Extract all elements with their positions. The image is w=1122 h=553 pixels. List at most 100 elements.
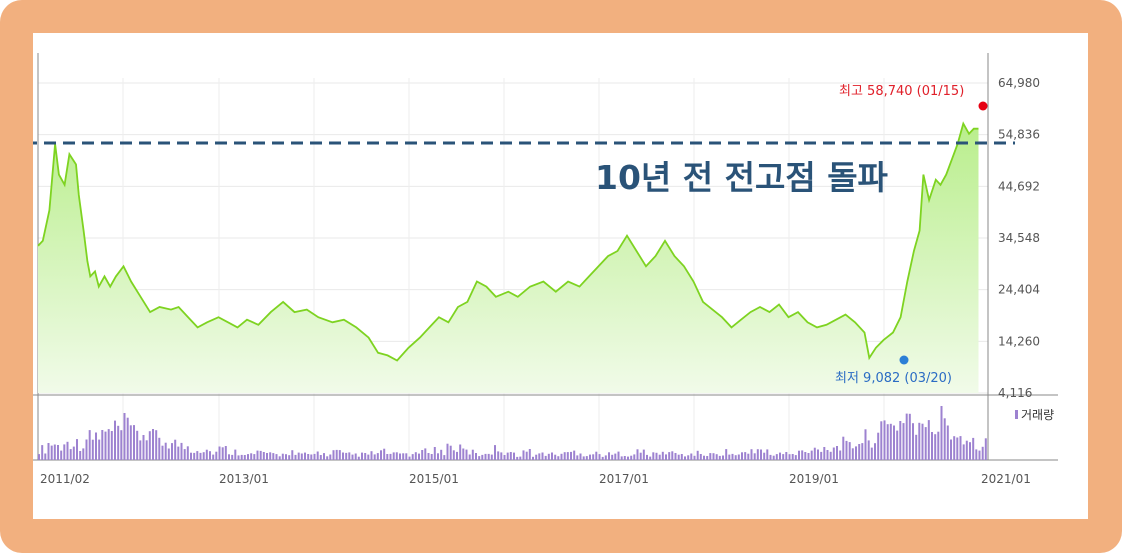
volume-bar xyxy=(525,451,528,460)
volume-bar xyxy=(915,434,918,460)
volume-bar xyxy=(364,453,367,460)
volume-bar xyxy=(978,450,981,460)
volume-bar xyxy=(351,454,354,460)
volume-bar xyxy=(478,456,481,460)
volume-bar xyxy=(611,454,614,460)
volume-bar xyxy=(167,448,170,460)
volume-bar xyxy=(912,423,914,460)
y-tick-label: 64,980 xyxy=(998,76,1040,90)
volume-bar xyxy=(117,425,120,460)
volume-bar xyxy=(256,450,259,460)
volume-bar xyxy=(155,430,158,460)
volume-bar xyxy=(899,421,902,460)
volume-bar xyxy=(142,435,145,460)
volume-bar xyxy=(110,431,113,460)
volume-bar xyxy=(547,453,550,460)
volume-bar xyxy=(503,455,506,460)
volume-bar xyxy=(82,448,85,460)
volume-bar xyxy=(323,453,325,460)
volume-bar xyxy=(753,453,756,460)
volume-bar xyxy=(484,453,487,460)
volume-bar xyxy=(326,456,329,460)
volume-bar xyxy=(240,454,243,460)
volume-bar xyxy=(307,454,310,460)
volume-bar xyxy=(931,432,933,460)
volume-bar xyxy=(215,451,218,460)
volume-bar xyxy=(782,454,785,460)
volume-bar xyxy=(630,455,633,460)
volume-bar xyxy=(604,455,607,460)
volume-bar xyxy=(411,454,414,460)
volume-bar xyxy=(772,455,775,460)
volume-bar xyxy=(775,454,778,460)
volume-bar xyxy=(443,455,446,460)
volume-bar xyxy=(760,449,762,460)
low-annotation: 최저 9,082 (03/20) xyxy=(835,371,952,386)
volume-bar xyxy=(386,454,389,460)
volume-bar xyxy=(380,450,382,460)
volume-bar xyxy=(823,447,826,460)
volume-bar xyxy=(243,455,246,460)
volume-bar xyxy=(969,442,971,460)
low-point-dot xyxy=(899,355,909,365)
volume-bar xyxy=(212,454,215,460)
volume-bar xyxy=(427,453,430,460)
x-tick-label: 2017/01 xyxy=(599,472,649,486)
volume-bar xyxy=(281,453,284,460)
volume-bar xyxy=(554,454,557,460)
volume-bar xyxy=(570,451,572,460)
volume-bar xyxy=(291,450,294,460)
volume-bar xyxy=(886,424,889,460)
volume-bar xyxy=(972,437,975,460)
volume-bar xyxy=(608,452,610,460)
volume-bar xyxy=(367,454,370,460)
volume-bar xyxy=(237,455,240,460)
volume-bar xyxy=(864,429,867,460)
volume-bar xyxy=(456,451,458,460)
volume-bar xyxy=(633,454,636,460)
volume-bar xyxy=(205,449,208,460)
volume-bar xyxy=(221,447,224,460)
volume-bar xyxy=(202,452,205,460)
volume-bar xyxy=(294,454,297,460)
volume-bar xyxy=(139,440,142,460)
volume-bar xyxy=(747,453,750,460)
volume-bar xyxy=(639,452,642,460)
volume-bar xyxy=(57,445,59,460)
volume-bar xyxy=(649,456,652,460)
volume-bar xyxy=(66,441,69,460)
volume-bar xyxy=(475,453,477,460)
volume-bar xyxy=(519,456,522,460)
volume-bar xyxy=(395,452,398,460)
volume-bar xyxy=(756,449,759,460)
y-tick-label: 14,260 xyxy=(998,334,1040,348)
y-tick-label: 44,692 xyxy=(998,179,1040,193)
volume-bar xyxy=(779,452,781,460)
volume-bar xyxy=(300,453,303,460)
volume-bar xyxy=(114,420,116,460)
volume-bar xyxy=(680,454,683,460)
volume-bar xyxy=(820,451,823,460)
volume-bar xyxy=(905,413,908,460)
volume-bar xyxy=(845,440,848,460)
chart-panel: 64,980 54,836 44,692 34,548 24,404 14,260 4,11… xyxy=(33,33,1088,519)
volume-bar xyxy=(715,454,718,460)
volume-bar xyxy=(785,452,788,460)
volume-legend-swatch xyxy=(1015,410,1018,419)
volume-bar xyxy=(896,430,899,460)
volume-bar xyxy=(269,452,272,460)
volume-bar xyxy=(399,453,401,460)
volume-bar xyxy=(712,453,715,460)
volume-bar xyxy=(718,455,721,460)
high-annotation: 최고 58,740 (01/15) xyxy=(839,84,964,99)
volume-bar xyxy=(392,452,395,460)
volume-bar xyxy=(981,446,984,460)
price-line xyxy=(37,121,979,362)
volume-bar xyxy=(532,456,534,460)
volume-bar xyxy=(452,450,455,460)
volume-bar xyxy=(446,443,449,460)
volume-bar xyxy=(522,450,525,460)
volume-bar xyxy=(617,451,620,460)
volume-bar xyxy=(595,451,598,460)
volume-bar xyxy=(297,452,300,460)
